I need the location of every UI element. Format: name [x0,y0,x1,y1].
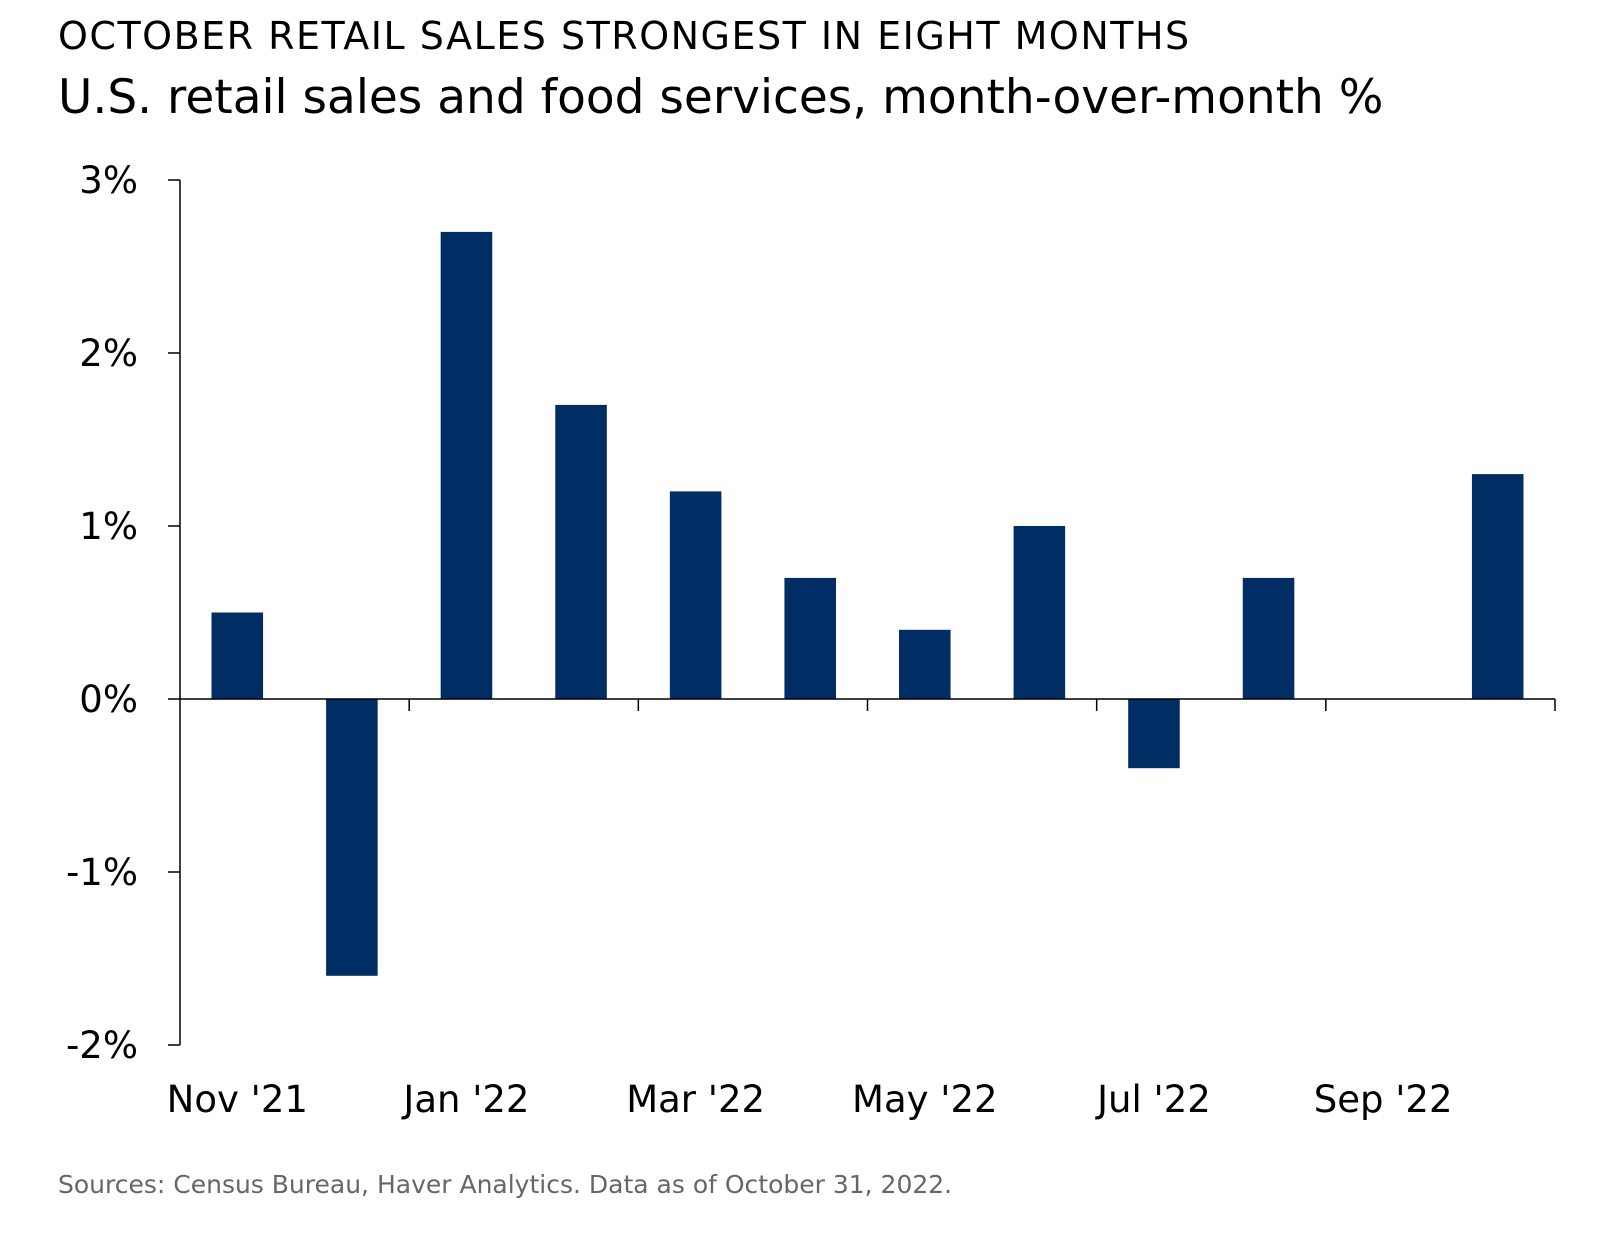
chart-subtitle: U.S. retail sales and food services, mon… [58,70,1384,125]
bar-may-22 [899,629,951,699]
bar-apr-22 [784,577,836,699]
x-tick-label: May '22 [852,1078,998,1121]
bar-dec-21 [326,699,378,976]
y-tick-label: 0% [79,678,138,721]
x-tick-label: Mar '22 [626,1078,765,1121]
y-tick-label: -1% [66,851,138,894]
bar-aug-22 [1242,577,1295,699]
x-tick-label: Nov '21 [167,1078,308,1121]
chart-title: OCTOBER RETAIL SALES STRONGEST IN EIGHT … [58,14,1191,58]
y-tick-label: 3% [79,159,138,202]
y-tick-label: -2% [66,1024,138,1067]
axis-labels: 3% 2% 1% 0% -1% -2% Nov '21 Jan '22 Mar '22 May '… [66,159,1453,1121]
bar-mar-22 [669,491,722,699]
source-note: Sources: Census Bureau, Haver Analytics.… [58,1170,953,1199]
bar-nov-21 [211,612,264,699]
y-tick-label: 2% [79,332,138,375]
x-tick-label: Jan '22 [401,1078,529,1121]
x-tick-label: Sep '22 [1314,1078,1453,1121]
x-tick-label: Jul '22 [1095,1078,1211,1121]
axes [168,179,1556,1046]
bar-jan-22 [440,231,493,699]
bars [211,231,1524,976]
bar-jul-22 [1128,699,1180,769]
bar-feb-22 [555,404,607,699]
y-tick-label: 1% [79,505,138,548]
bar-oct-22 [1471,474,1524,699]
bar-jun-22 [1013,526,1066,699]
